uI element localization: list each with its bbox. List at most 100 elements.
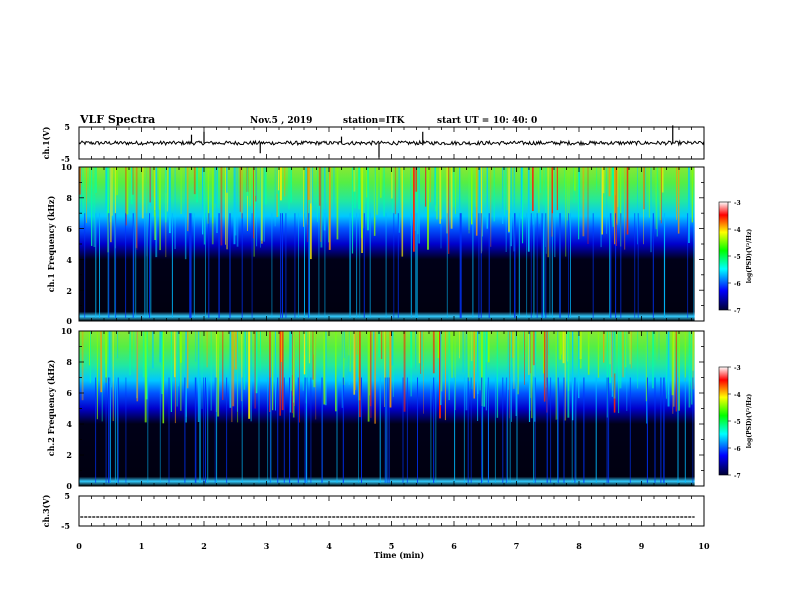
ch1-streak-spheric-58 [308,213,310,318]
ch1-streak-upper-194 [260,167,263,244]
ch2-streak-upper-117 [528,331,531,422]
ch1-streak-spheric-84 [542,213,544,318]
ch2-streak-upper-132 [117,331,119,359]
xtick-0: 0 [76,541,82,551]
ch2-streak-spheric-61 [629,377,631,483]
ch2-ytick-8: 8 [66,357,72,367]
ch2-ytick-0: 0 [66,481,72,491]
ch1-streak-upper-111 [587,167,589,244]
ch2-streak-upper-25 [572,331,574,421]
ch3-ytick-top: 5 [64,491,70,501]
ch1-streak-upper-97 [234,167,237,236]
ch1-streak-spheric-27 [108,213,110,318]
ch1-streak-upper-4 [601,167,603,235]
ch3-waveform-ylabel: ch.3(V) [41,494,51,527]
ch2-streak-spheric-50 [402,377,404,483]
ch2-streak-spheric-37 [509,377,511,483]
ch2-streak-upper-44 [462,331,465,373]
ch1-streak-upper-229 [284,167,286,197]
ch1-streak-upper-58 [111,167,113,216]
ch1-ytick-2: 2 [66,286,72,296]
ch1-streak-spheric-61 [385,213,387,318]
ch2-streak-upper-118 [290,331,292,391]
ch1-streak-upper-107 [612,167,614,227]
ch2-streak-spheric-74 [226,377,228,483]
ch1-streak-upper-0 [471,167,473,225]
ch1-streak-upper-140 [328,167,331,250]
ch2-streak-upper-165 [626,331,628,411]
ch1-streak-upper-117 [146,167,148,213]
ch1-streak-spheric-14 [271,213,273,318]
ch1-streak-spheric-17 [549,213,551,318]
ch1-streak-spheric-62 [460,213,462,318]
ch2-streak-spheric-72 [205,377,206,483]
ch2-streak-spheric-73 [487,377,489,483]
ch2-streak-upper-145 [403,331,406,412]
ch3-ytick-bottom: -5 [61,521,70,531]
ch2-streak-upper-107 [543,331,546,402]
ch1-streak-spheric-12 [615,213,617,318]
ch2-streak-upper-180 [509,331,510,419]
ch2-streak-spheric-2 [677,377,679,483]
ch1-streak-upper-189 [180,167,182,214]
ch1-streak-upper-49 [168,167,171,234]
ch2-streak-upper-193 [423,331,424,414]
ch1-waveform-ylabel: ch.1(V) [41,126,51,159]
ch1-streak-upper-197 [608,167,611,197]
ch1-streak-upper-156 [540,167,542,193]
ch2-streak-spheric-68 [379,377,381,483]
ch1-streak-upper-127 [539,167,540,224]
ch1-streak-upper-110 [164,167,167,194]
ch1-streak-upper-67 [600,167,602,248]
ch2-streak-upper-215 [210,331,212,411]
ch1-streak-spheric-56 [146,213,148,318]
ch1-streak-upper-109 [207,167,209,224]
ch2-streak-upper-201 [389,331,392,408]
ch2-streak-upper-1 [666,331,668,399]
ch2-streak-upper-202 [654,331,656,367]
ch2-streak-upper-112 [308,331,310,364]
ch2-streak-upper-207 [477,331,479,421]
ch2-streak-upper-151 [420,331,422,374]
ch1-streak-spheric-51 [526,213,528,318]
ch1-streak-spheric-79 [285,213,287,318]
ch1-streak-upper-151 [615,167,617,246]
ch1-waveform-ticks [78,127,705,159]
ch2-streak-upper-198 [678,331,680,411]
ch1-streak-upper-125 [226,167,228,193]
ch1-streak-upper-45 [602,167,605,194]
ch2-streak-upper-55 [243,331,246,390]
ch3-waveform-panel: 5 -5 ch.3(V) [41,491,705,531]
ch1-streak-upper-206 [620,167,622,247]
ch1-streak-spheric-74 [349,213,351,318]
ch2-streak-upper-154 [378,331,380,358]
ch1-streak-upper-205 [141,167,144,219]
ch2-streak-upper-184 [254,331,256,409]
ch2-streak-upper-159 [349,331,351,372]
ch2-streak-upper-50 [556,331,559,420]
ch1-streak-upper-29 [532,167,534,211]
ch1-streak-upper-46 [233,167,236,245]
ch1-streak-upper-121 [196,167,198,203]
date-label: Nov.5 , 2019 [250,116,312,126]
ch1-streak-spheric-34 [416,213,418,318]
ch1-ytick-4: 4 [66,255,72,265]
ch2-ytick-4: 4 [66,419,72,429]
ch1-streak-spheric-39 [472,213,474,318]
ch2-streak-blank-end [694,331,704,486]
ch2-streak-upper-164 [354,331,356,390]
ch1-streak-upper-81 [435,167,437,212]
ch2-streak-upper-128 [555,331,557,420]
ch1-streak-spheric-78 [397,213,399,318]
ch2-streak-spheric-71 [117,377,119,483]
ch1-streak-upper-195 [264,167,267,205]
ch1-streak-upper-38 [475,167,478,236]
ch1-streak-upper-166 [353,167,356,192]
ch1-streak-upper-95 [81,167,82,207]
ch1-streak-spheric-21 [251,213,253,318]
ch2-streak-spheric-83 [505,377,507,483]
ch1-streak-upper-220 [136,167,138,250]
ch1-streak-upper-210 [311,167,314,206]
ch2-streak-upper-110 [294,331,295,406]
ch2-streak-upper-0 [177,331,179,387]
